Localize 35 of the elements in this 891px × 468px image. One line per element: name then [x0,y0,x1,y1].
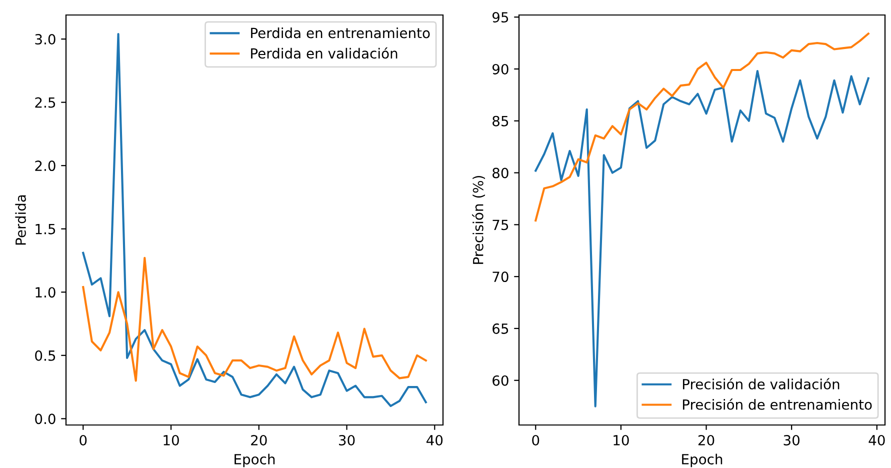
x-tick-label: 0 [532,434,540,446]
legend-label: Precisión de validación [682,378,840,390]
y-tick-label: 2.5 [35,97,56,108]
y-tick-label: 65 [492,323,508,334]
y-tick-label: 85 [492,116,508,126]
x-tick-label: 10 [614,434,629,446]
legend-label: Perdida en entrenamiento [251,28,430,38]
x-axis-title: Epoch [234,454,275,468]
y-tick-label: 95 [492,12,508,23]
y-tick-label: 70 [492,272,508,282]
x-tick-label: 20 [251,434,267,446]
y-tick-label: 0.0 [35,414,56,424]
y-tick-label: 3.0 [35,34,56,45]
x-tick-label: 40 [868,434,885,446]
y-tick-label: 0.5 [35,350,56,361]
x-tick-label: 0 [80,434,87,446]
y-axis-title: Precisión (%) [472,176,485,264]
line-series [534,32,870,222]
legend-label: Perdida en validación [251,47,398,59]
x-tick-label: 20 [698,434,714,446]
x-axis-title: Epoch [682,454,722,468]
y-tick-label: 1.5 [36,224,56,234]
y-tick-label: 1.0 [36,287,56,298]
y-tick-label: 90 [492,64,508,74]
y-tick-label: 80 [492,168,508,178]
x-tick-label: 30 [338,434,355,446]
x-tick-label: 10 [164,434,179,446]
x-tick-label: 30 [784,434,800,446]
x-tick-label: 40 [426,434,443,446]
y-tick-label: 60 [492,375,508,386]
y-tick-label: 75 [492,220,508,230]
legend-label: Precisión de entrenamiento [682,398,872,410]
y-axis-title: Perdida [15,195,26,245]
y-tick-label: 2.0 [35,160,56,172]
line-series [82,256,427,382]
